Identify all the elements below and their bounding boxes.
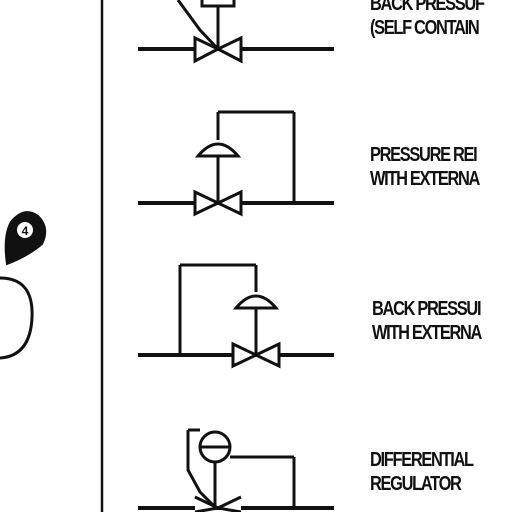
symbol-pressure-reducing-external [138,110,334,217]
label-line-1: PRESSURE REI [370,144,478,166]
pin-number: 4 [22,224,29,238]
symbol-differential-regulator [138,428,334,512]
label-back-pressure-self-contained: BACK PRESSUF (SELF CONTAIN [370,0,485,40]
label-line-1: DIFFERENTIAL [370,449,474,471]
label-back-pressure-external: BACK PRESSUI WITH EXTERNA [372,297,482,345]
partial-circle [0,276,34,360]
label-pressure-reducing-external: PRESSURE REI WITH EXTERNA [370,143,480,191]
label-line-2: REGULATOR [370,473,462,495]
label-line-1: BACK PRESSUI [372,298,482,320]
label-line-1: BACK PRESSUF [370,0,485,15]
left-panel: 4 [0,211,47,360]
label-line-2: WITH EXTERNA [372,322,482,344]
label-line-2: WITH EXTERNA [370,168,480,190]
label-differential-regulator: DIFFERENTIAL REGULATOR [370,448,474,496]
map-pin-icon: 4 [4,211,47,266]
symbol-back-pressure-external [138,263,334,369]
label-line-2: (SELF CONTAIN [370,17,480,39]
symbol-back-pressure-self-contained [138,0,334,64]
